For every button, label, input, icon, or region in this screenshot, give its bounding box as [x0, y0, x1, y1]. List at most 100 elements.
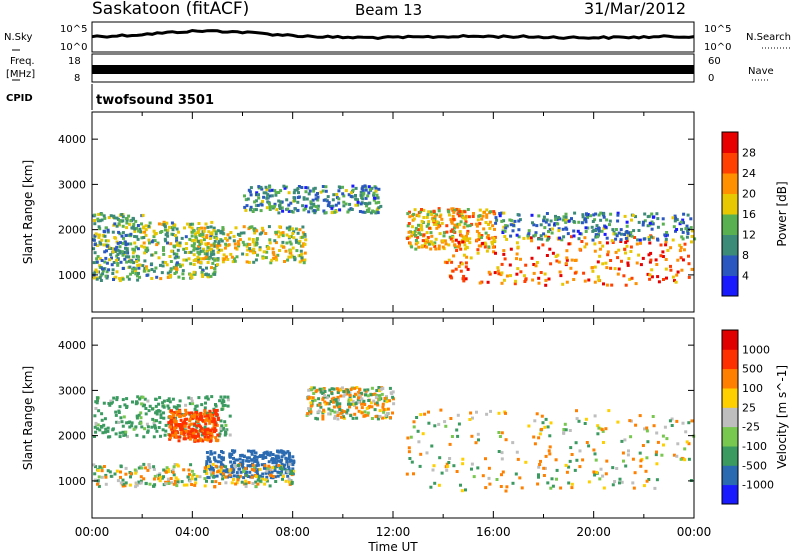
echo-cell [386, 407, 390, 411]
echo-cell [104, 226, 108, 230]
echo-cell [687, 457, 691, 461]
echo-cell [169, 268, 173, 272]
echo-cell [279, 232, 283, 236]
echo-cell [358, 387, 362, 391]
echo-cell [656, 275, 660, 279]
echo-cell [254, 484, 258, 488]
echo-cell [580, 221, 584, 225]
echo-cell [673, 279, 676, 283]
echo-cell [551, 251, 555, 255]
echo-cell [254, 480, 258, 484]
echo-cell [599, 467, 603, 471]
echo-cell [123, 257, 127, 261]
echo-cell [301, 225, 305, 229]
echo-cell [524, 263, 528, 267]
echo-cell [258, 467, 262, 471]
echo-cell [355, 406, 359, 410]
echo-cell [103, 430, 107, 434]
echo-cell [325, 401, 329, 405]
echo-cell [193, 238, 197, 242]
echo-cell [504, 224, 508, 228]
echo-cell [600, 428, 604, 432]
y-tick-label: 3000 [58, 178, 86, 191]
echo-cell [480, 236, 483, 239]
echo-cell [561, 218, 565, 222]
echo-cell [236, 232, 240, 236]
echo-cell [200, 271, 204, 274]
echo-cell [650, 275, 654, 279]
echo-cell [119, 416, 123, 420]
echo-cell [174, 420, 178, 423]
echo-cell [686, 227, 690, 231]
echo-cell [182, 431, 186, 435]
echo-cell [425, 215, 429, 219]
echo-cell [592, 470, 596, 474]
echo-cell [168, 225, 171, 229]
echo-cell [361, 197, 365, 201]
echo-cell [476, 251, 480, 255]
echo-cell [95, 257, 99, 261]
echo-cell [254, 204, 258, 208]
echo-cell [168, 425, 172, 429]
echo-cell [175, 270, 178, 274]
echo-cell [652, 215, 656, 219]
echo-cell [339, 394, 343, 398]
echo-cell [594, 458, 598, 462]
echo-cell [216, 433, 220, 437]
echo-cell [189, 250, 193, 254]
echo-cell [349, 191, 353, 195]
echo-cell [467, 215, 471, 219]
echo-cell [191, 434, 195, 438]
echo-cell [466, 208, 470, 211]
echo-cell [509, 274, 512, 278]
echo-cell [141, 213, 145, 217]
echo-cell [618, 477, 622, 481]
echo-cell [97, 409, 101, 413]
echo-cell [557, 216, 561, 219]
echo-cell [378, 415, 382, 418]
echo-cell [229, 231, 233, 234]
echo-cell [578, 247, 582, 251]
echo-cell [327, 394, 330, 398]
echo-cell [501, 470, 505, 474]
echo-cell [190, 422, 194, 426]
echo-cell [374, 396, 378, 399]
colorbar-swatch [722, 484, 738, 505]
echo-cell [135, 260, 139, 264]
echo-cell [537, 281, 541, 285]
echo-cell [93, 435, 96, 438]
echo-cell [682, 248, 686, 252]
echo-cell [690, 419, 694, 423]
echo-cell [206, 245, 210, 249]
echo-cell [287, 477, 291, 481]
echo-cell [463, 247, 467, 251]
echo-cell [498, 212, 502, 215]
echo-cell [173, 418, 177, 422]
echo-cell [629, 419, 633, 423]
echo-cell [420, 208, 423, 211]
echo-cell [526, 234, 530, 238]
echo-cell [199, 411, 203, 415]
echo-cell [616, 213, 620, 217]
colorbar-frame [721, 329, 739, 505]
echo-cell [265, 196, 269, 200]
echo-cell [121, 430, 125, 434]
echo-cell [211, 468, 215, 472]
echo-cell [131, 247, 135, 251]
echo-cell [671, 238, 675, 242]
echo-cell [241, 252, 245, 256]
echo-cell [367, 207, 371, 211]
echo-cell [538, 432, 542, 436]
echo-cell [131, 255, 135, 259]
echo-cell [313, 211, 317, 215]
echo-cell [361, 193, 365, 197]
echo-cell [511, 441, 515, 445]
echo-cell [493, 239, 497, 243]
echo-cell [220, 239, 224, 243]
echo-cell [175, 239, 179, 243]
echo-cell [212, 226, 216, 230]
echo-cell [168, 437, 172, 441]
echo-cell [333, 399, 337, 403]
echo-cell [351, 386, 355, 390]
echo-cell [167, 470, 170, 474]
